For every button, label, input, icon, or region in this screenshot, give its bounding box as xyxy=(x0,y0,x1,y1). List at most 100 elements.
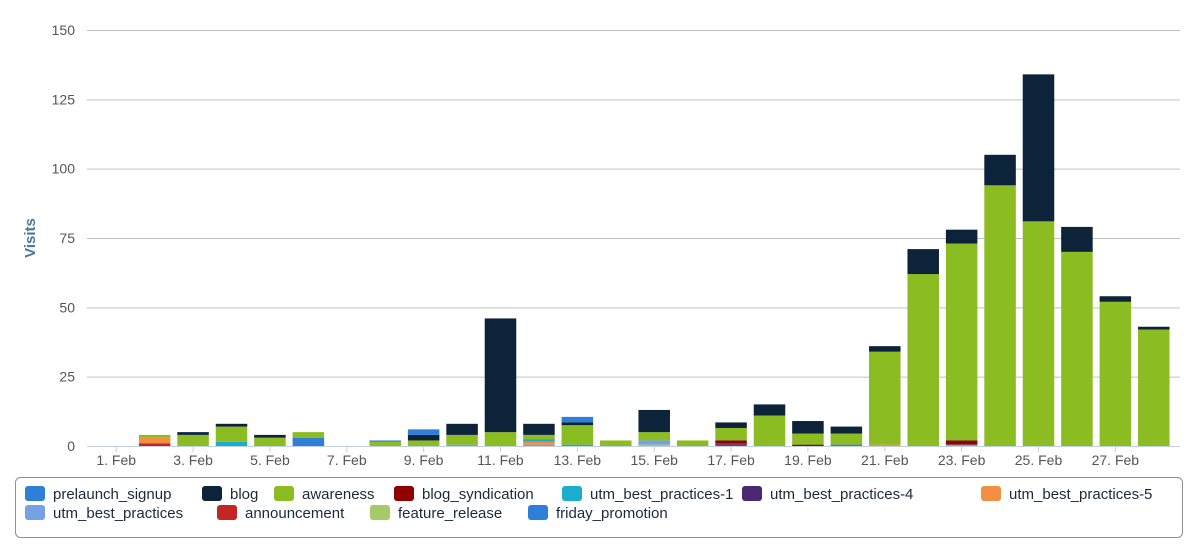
legend-label: feature_release xyxy=(398,505,502,522)
bar-utm_best_practices-15[interactable] xyxy=(638,440,670,445)
bar-blog-3[interactable] xyxy=(177,432,209,435)
bar-awareness-3[interactable] xyxy=(177,434,209,446)
bar-awareness-11[interactable] xyxy=(484,432,517,446)
bar-utm_best_practices-23[interactable] xyxy=(945,444,978,446)
y-tick-label: 50 xyxy=(59,299,75,315)
legend-label: utm_best_practices-4 xyxy=(770,486,913,503)
bar-awareness-22[interactable] xyxy=(907,274,939,446)
bar-announcement-17[interactable] xyxy=(715,444,747,446)
bar-awareness-4[interactable] xyxy=(215,426,248,442)
bar-blog_syndication-23[interactable] xyxy=(945,440,978,445)
bar-blog-23[interactable] xyxy=(945,229,978,244)
bar-prelaunch_signup-9[interactable] xyxy=(407,429,440,435)
bar-announcement-2[interactable] xyxy=(138,443,171,446)
bar-blog_syndication-19[interactable] xyxy=(792,444,824,446)
bar-awareness-5[interactable] xyxy=(254,437,286,446)
bar-blog-22[interactable] xyxy=(907,249,939,275)
bar-utm_best_practices-1-13[interactable] xyxy=(561,444,594,446)
bar-feature_release-15[interactable] xyxy=(638,444,670,446)
bar-awareness-23[interactable] xyxy=(945,243,978,441)
bar-utm_best_practices-12[interactable] xyxy=(523,444,555,446)
bar-awareness-15[interactable] xyxy=(638,432,670,441)
bar-awareness-20[interactable] xyxy=(830,433,863,445)
bar-blog-25[interactable] xyxy=(1022,74,1055,222)
legend-item-prelaunch_signup[interactable]: prelaunch_signup xyxy=(25,486,171,503)
y-axis-title: Visits xyxy=(22,218,39,258)
bar-prelaunch_signup-13[interactable] xyxy=(561,416,594,423)
legend-label: utm_best_practices-5 xyxy=(1009,486,1152,503)
bar-utm_best_practices-5-12[interactable] xyxy=(523,441,555,445)
legend-item-announcement[interactable]: announcement xyxy=(217,505,345,522)
bar-awareness-26[interactable] xyxy=(1061,251,1093,446)
legend-label: utm_best_practices xyxy=(53,505,183,522)
legend-swatch xyxy=(742,486,762,501)
legend-item-feature_release[interactable]: feature_release xyxy=(370,505,502,522)
bar-blog-9[interactable] xyxy=(407,434,440,441)
legend-box xyxy=(15,477,1183,538)
bar-blog-21[interactable] xyxy=(869,346,901,352)
x-tick-label: 3. Feb xyxy=(173,452,213,468)
bar-blog-24[interactable] xyxy=(984,154,1016,186)
legend-swatch xyxy=(274,486,294,501)
bar-blog-27[interactable] xyxy=(1099,296,1132,302)
bar-awareness-13[interactable] xyxy=(561,425,594,445)
bar-blog-10[interactable] xyxy=(446,423,478,435)
y-tick-label: 75 xyxy=(59,230,75,246)
bar-awareness-8[interactable] xyxy=(369,441,401,446)
bar-utm_best_practices-1-4[interactable] xyxy=(215,441,248,446)
bar-awareness-12[interactable] xyxy=(523,434,555,440)
bar-utm_best_practices-1-12[interactable] xyxy=(523,439,555,442)
legend-item-utm_best_practices-4[interactable]: utm_best_practices-4 xyxy=(742,486,913,503)
bar-blog-15[interactable] xyxy=(638,409,670,433)
bar-blog-4[interactable] xyxy=(215,423,248,427)
bar-utm_best_practices-10[interactable] xyxy=(446,444,478,446)
bar-blog-13[interactable] xyxy=(561,422,594,426)
bar-utm_best_practices-4-17[interactable] xyxy=(715,443,747,445)
y-tick-label: 0 xyxy=(67,438,75,454)
bar-awareness-6[interactable] xyxy=(292,432,325,438)
bar-awareness-19[interactable] xyxy=(792,433,824,445)
bar-awareness-27[interactable] xyxy=(1099,301,1132,446)
bar-blog-18[interactable] xyxy=(753,404,786,416)
bar-awareness-17[interactable] xyxy=(715,427,747,441)
legend-item-awareness[interactable]: awareness xyxy=(274,486,375,503)
bar-blog-12[interactable] xyxy=(523,423,555,435)
legend-label: awareness xyxy=(302,486,375,503)
bar-blog-17[interactable] xyxy=(715,422,747,428)
bar-awareness-25[interactable] xyxy=(1022,221,1055,446)
bar-awareness-14[interactable] xyxy=(600,440,632,446)
bar-blog-11[interactable] xyxy=(484,318,517,433)
bar-prelaunch_signup-8[interactable] xyxy=(369,440,401,442)
bar-blog-19[interactable] xyxy=(792,421,824,434)
legend-item-friday_promotion[interactable]: friday_promotion xyxy=(528,505,668,522)
bar-awareness-28[interactable] xyxy=(1138,329,1170,446)
bar-utm_best_practices-5-21[interactable] xyxy=(869,444,901,446)
x-tick-label: 7. Feb xyxy=(327,452,367,468)
legend-item-blog[interactable]: blog xyxy=(202,486,258,503)
legend-item-utm_best_practices[interactable]: utm_best_practices xyxy=(25,505,183,522)
legend-item-blog_syndication[interactable]: blog_syndication xyxy=(394,486,534,503)
bar-awareness-2[interactable] xyxy=(138,434,171,438)
x-tick-label: 19. Feb xyxy=(784,452,832,468)
bar-blog-20[interactable] xyxy=(830,426,863,434)
x-tick-label: 25. Feb xyxy=(1015,452,1063,468)
bar-utm_best_practices-5-2[interactable] xyxy=(138,437,171,444)
x-tick-label: 9. Feb xyxy=(404,452,444,468)
bar-friday_promotion-20[interactable] xyxy=(830,444,863,446)
bar-awareness-16[interactable] xyxy=(676,440,709,446)
bar-blog-26[interactable] xyxy=(1061,226,1093,252)
bar-awareness-10[interactable] xyxy=(446,434,478,445)
x-tick-label: 5. Feb xyxy=(250,452,290,468)
bar-awareness-21[interactable] xyxy=(869,351,901,445)
bar-blog-28[interactable] xyxy=(1138,326,1170,330)
bar-awareness-9[interactable] xyxy=(407,440,440,446)
bar-blog-5[interactable] xyxy=(254,434,286,438)
bar-awareness-18[interactable] xyxy=(753,415,786,446)
bar-blog_syndication-17[interactable] xyxy=(715,440,747,444)
bar-friday_promotion-6[interactable] xyxy=(292,437,325,446)
bar-awareness-24[interactable] xyxy=(984,185,1016,446)
x-tick-label: 23. Feb xyxy=(938,452,986,468)
legend-item-utm_best_practices-5[interactable]: utm_best_practices-5 xyxy=(981,486,1152,503)
legend-item-utm_best_practices-1[interactable]: utm_best_practices-1 xyxy=(562,486,733,503)
